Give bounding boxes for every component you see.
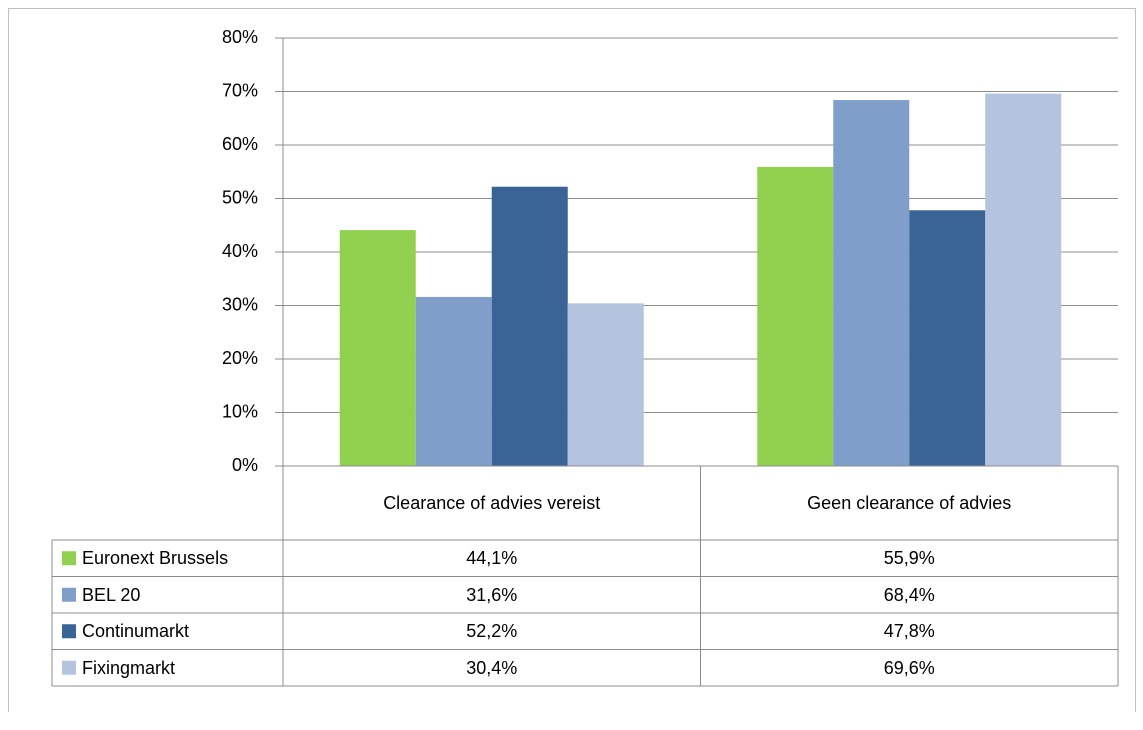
legend-label: Continumarkt [82,613,281,650]
value-label-text: 69,6% [883,657,935,678]
legend-label: Euronext Brussels [82,540,281,577]
y-tick-label: 40% [222,241,258,261]
category-label-text: Clearance of advies vereist [383,493,601,513]
bar [909,210,986,466]
value-label: 55,9% [701,540,1119,577]
y-tick-label: 20% [222,348,258,368]
value-label-text: 44,1% [466,548,518,569]
y-tick-label: 10% [222,401,258,421]
value-label-text: 68,4% [883,584,935,605]
value-label: 31,6% [283,577,701,614]
legend-label: Fixingmarkt [82,650,281,687]
legend-label-text: Fixingmarkt [82,657,176,678]
value-label: 47,8% [701,613,1119,650]
bar [833,100,910,466]
value-label: 68,4% [701,577,1119,614]
y-tick-label: 50% [222,187,258,207]
value-label-text: 55,9% [883,548,935,569]
value-label: 52,2% [283,613,701,650]
y-tick-label: 60% [222,134,258,154]
value-label-text: 47,8% [883,621,935,642]
legend-key [62,660,76,675]
y-tick-label: 70% [222,80,258,100]
category-label-text: Geen clearance of advies [807,493,1012,513]
y-tick-label: 80% [222,27,258,47]
value-label-text: 52,2% [466,621,518,642]
legend-label-text: Continumarkt [82,621,190,642]
bar [567,303,644,466]
bar [415,296,492,466]
bar [985,93,1062,466]
chart-frame [8,8,1136,712]
legend-label-text: Euronext Brussels [82,548,229,569]
bar [339,230,416,466]
value-label: 44,1% [283,540,701,577]
value-label: 69,6% [701,650,1119,687]
legend-key [62,624,76,639]
value-label-text: 30,4% [466,657,518,678]
bar [757,166,834,466]
legend-key [62,587,76,602]
legend-key [62,551,76,566]
value-label-text: 31,6% [466,584,518,605]
y-tick-label: 30% [222,294,258,314]
bar [491,186,568,467]
legend-label: BEL 20 [82,577,281,614]
category-label: Geen clearance of advies [701,466,1119,540]
value-label: 30,4% [283,650,701,687]
legend-label-text: BEL 20 [82,584,141,605]
y-tick-label: 0% [232,455,258,475]
category-label: Clearance of advies vereist [283,466,701,540]
